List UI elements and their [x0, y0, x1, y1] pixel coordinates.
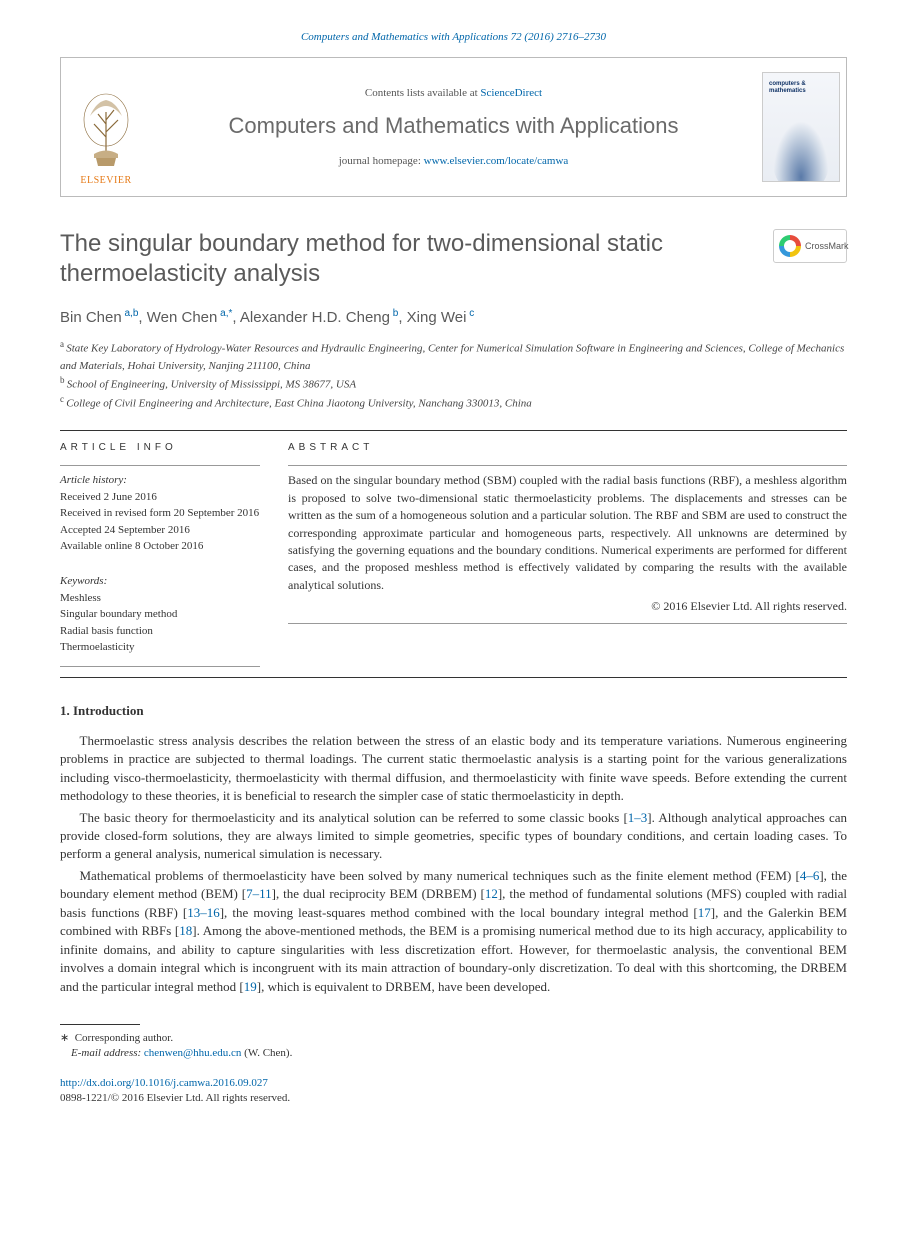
citation-link[interactable]: 1–3 [628, 810, 648, 825]
citation-link[interactable]: 12 [485, 886, 498, 901]
crossmark-badge[interactable]: CrossMark [773, 229, 847, 263]
abs-divider-1 [288, 465, 847, 466]
affil-mark: b [60, 375, 67, 385]
elsevier-label: ELSEVIER [80, 174, 131, 188]
keyword-line: Singular boundary method [60, 606, 260, 623]
citation-link[interactable]: 17 [698, 905, 711, 920]
abstract-label: ABSTRACT [288, 441, 847, 455]
sciencedirect-link[interactable]: ScienceDirect [480, 87, 542, 99]
article-info-label: ARTICLE INFO [60, 441, 260, 455]
author-name[interactable]: Wen Chen [147, 309, 218, 326]
affiliation-line: c College of Civil Engineering and Archi… [60, 393, 847, 412]
header-center: Contents lists available at ScienceDirec… [151, 58, 756, 196]
author-name[interactable]: Alexander H.D. Cheng [240, 309, 390, 326]
keywords-label: Keywords: [60, 573, 260, 590]
article-history-block: Article history: Received 2 June 2016Rec… [60, 472, 260, 555]
keyword-line: Meshless [60, 590, 260, 607]
citation-link[interactable]: 18 [179, 923, 192, 938]
elsevier-logo-cell: ELSEVIER [61, 58, 151, 196]
affil-mark: c [60, 394, 66, 404]
asterisk-icon: ∗ [60, 1032, 69, 1044]
abstract-text: Based on the singular boundary method (S… [288, 472, 847, 594]
journal-cover-cell: computers & mathematics [756, 58, 846, 196]
homepage-link[interactable]: www.elsevier.com/locate/camwa [424, 155, 569, 167]
affil-mark: a [60, 339, 66, 349]
corresponding-author-footnote: ∗ Corresponding author. E-mail address: … [60, 1031, 847, 1062]
journal-cover-thumbnail: computers & mathematics [762, 72, 840, 182]
info-divider-2 [60, 666, 260, 667]
history-line: Received 2 June 2016 [60, 489, 260, 506]
homepage-line: journal homepage: www.elsevier.com/locat… [339, 154, 569, 169]
cover-art-swirl [773, 121, 829, 182]
journal-name: Computers and Mathematics with Applicati… [229, 111, 679, 142]
affiliations: a State Key Laboratory of Hydrology-Wate… [60, 338, 847, 412]
citation-link[interactable]: 13–16 [187, 905, 220, 920]
homepage-prefix: journal homepage: [339, 155, 424, 167]
journal-header-box: ELSEVIER Contents lists available at Sci… [60, 57, 847, 197]
email-label: E-mail address: [71, 1047, 141, 1059]
abstract-column: ABSTRACT Based on the singular boundary … [288, 441, 847, 672]
affiliation-line: a State Key Laboratory of Hydrology-Wate… [60, 338, 847, 374]
contents-available-line: Contents lists available at ScienceDirec… [365, 86, 542, 101]
citation-link[interactable]: 19 [244, 979, 257, 994]
intro-para-3: Mathematical problems of thermoelasticit… [60, 867, 847, 996]
journal-reference-header: Computers and Mathematics with Applicati… [60, 30, 847, 45]
author-affil-marks: a,b [122, 308, 139, 319]
author-affil-marks: b [390, 308, 398, 319]
contents-prefix: Contents lists available at [365, 87, 480, 99]
corr-author-label: Corresponding author. [75, 1032, 173, 1044]
issn-copyright-line: 0898-1221/© 2016 Elsevier Ltd. All right… [60, 1092, 290, 1104]
abstract-copyright: © 2016 Elsevier Ltd. All rights reserved… [288, 598, 847, 615]
keyword-line: Radial basis function [60, 623, 260, 640]
history-line: Accepted 24 September 2016 [60, 522, 260, 539]
corr-email-author: (W. Chen). [244, 1047, 292, 1059]
corr-email-link[interactable]: chenwen@hhu.edu.cn [144, 1047, 242, 1059]
author-affil-marks: a,* [217, 308, 232, 319]
divider-top [60, 430, 847, 431]
citation-link[interactable]: 7–11 [246, 886, 272, 901]
authors-line: Bin Chen a,b, Wen Chen a,*, Alexander H.… [60, 307, 847, 328]
divider-bottom [60, 677, 847, 678]
author-name[interactable]: Bin Chen [60, 309, 122, 326]
intro-para-1: Thermoelastic stress analysis describes … [60, 732, 847, 806]
footnote-separator [60, 1024, 140, 1025]
article-title: The singular boundary method for two-dim… [60, 229, 757, 289]
history-label: Article history: [60, 472, 260, 489]
crossmark-label: CrossMark [805, 240, 849, 253]
history-line: Received in revised form 20 September 20… [60, 505, 260, 522]
affiliation-line: b School of Engineering, University of M… [60, 374, 847, 393]
author-name[interactable]: Xing Wei [407, 309, 467, 326]
section-heading-intro: 1. Introduction [60, 702, 847, 720]
article-info-column: ARTICLE INFO Article history: Received 2… [60, 441, 260, 672]
intro-para-2: The basic theory for thermoelasticity an… [60, 809, 847, 864]
crossmark-icon [779, 235, 801, 257]
keyword-line: Thermoelasticity [60, 639, 260, 656]
keywords-block: Keywords: MeshlessSingular boundary meth… [60, 573, 260, 656]
abs-divider-2 [288, 623, 847, 624]
citation-link[interactable]: 4–6 [800, 868, 820, 883]
doi-link[interactable]: http://dx.doi.org/10.1016/j.camwa.2016.0… [60, 1077, 268, 1089]
info-divider-1 [60, 465, 260, 466]
history-line: Available online 8 October 2016 [60, 538, 260, 555]
elsevier-tree-icon [76, 92, 136, 172]
cover-title-text: computers & mathematics [769, 81, 839, 94]
author-affil-marks: c [466, 308, 474, 319]
footer-block: http://dx.doi.org/10.1016/j.camwa.2016.0… [60, 1076, 847, 1107]
